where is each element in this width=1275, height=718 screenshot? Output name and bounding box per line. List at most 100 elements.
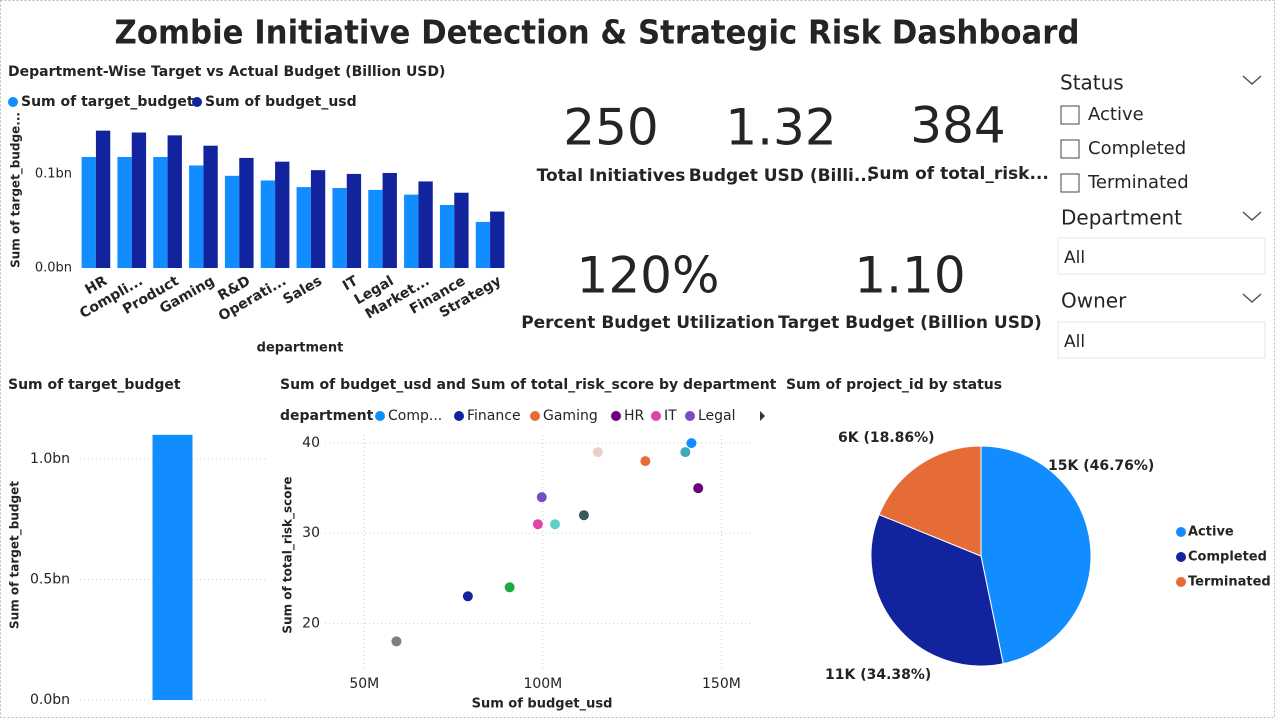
bar <box>167 135 182 268</box>
data-label: 11K (34.38%) <box>825 667 931 683</box>
x-tick-label: 100M <box>523 676 562 692</box>
x-tick-label: 150M <box>702 676 741 692</box>
scatter-point <box>578 510 589 521</box>
bar <box>152 434 193 700</box>
y-axis-label: Sum of target_budge... <box>9 112 24 268</box>
dropdown[interactable] <box>1057 321 1266 359</box>
kpi-label: Target Budget (Billion USD) <box>778 313 1042 333</box>
pie-slice <box>878 445 982 557</box>
slicer-title: Status <box>1060 71 1124 95</box>
y-tick-label: 0.1bn <box>35 166 72 181</box>
data-label: 15K (46.76%) <box>1048 458 1154 474</box>
chart-title: Sum of budget_usd and Sum of total_risk_… <box>280 377 777 393</box>
chart-title: Sum of target_budget <box>8 377 181 393</box>
y-tick-label: 40 <box>302 435 320 451</box>
legend-marker <box>1176 552 1186 562</box>
checkbox[interactable] <box>1060 105 1080 125</box>
bar <box>346 173 362 268</box>
legend-marker <box>375 411 385 421</box>
scatter-point <box>640 456 651 467</box>
scatter-point <box>504 582 515 593</box>
scatter-point <box>693 483 704 494</box>
checkbox-label[interactable]: Active <box>1088 104 1144 125</box>
legend-marker <box>530 411 540 421</box>
scatter-point <box>536 492 547 503</box>
bar <box>131 132 147 268</box>
kpi-label: Sum of total_risk... <box>867 164 1049 184</box>
kpi-label: Percent Budget Utilization <box>521 313 775 333</box>
scatter-point <box>391 636 402 647</box>
legend-marker <box>611 411 621 421</box>
legend-marker <box>1176 577 1186 587</box>
legend-marker <box>8 97 18 107</box>
legend-label: Completed <box>1188 550 1267 565</box>
legend-label: HR <box>624 408 645 424</box>
pie-slice <box>980 445 1092 665</box>
y-tick-label: 0.0bn <box>30 692 70 708</box>
y-axis-label: Sum of total_risk_score <box>281 476 296 633</box>
legend-marker <box>651 411 661 421</box>
bar <box>310 170 326 268</box>
bar <box>260 180 276 268</box>
scatter-point <box>462 591 473 602</box>
legend-label: Sum of budget_usd <box>205 94 357 110</box>
bar <box>296 187 311 268</box>
scatter-point <box>592 447 603 458</box>
bar <box>95 130 111 268</box>
legend-label: IT <box>664 408 677 424</box>
legend-label: Comp... <box>388 408 442 424</box>
legend-label: Legal <box>698 408 736 424</box>
bar <box>117 156 132 268</box>
checkbox-label[interactable]: Completed <box>1088 138 1186 159</box>
bar <box>239 157 254 268</box>
legend-label: Sum of target_budget <box>21 94 194 110</box>
legend-label: Terminated <box>1188 575 1271 590</box>
kpi-label: Total Initiatives <box>537 166 686 186</box>
y-tick-label: 0.0bn <box>35 261 72 276</box>
kpi-label: Budget USD (Billi... <box>689 166 873 186</box>
dashboard-title: Zombie Initiative Detection & Strategic … <box>115 13 1080 52</box>
legend-marker <box>454 411 464 421</box>
legend-marker <box>685 411 695 421</box>
kpi-value: 1.10 <box>854 247 965 305</box>
legend-label: Active <box>1188 525 1234 540</box>
bar <box>439 204 455 268</box>
legend-label: Gaming <box>543 408 598 424</box>
legend-scroll-arrow[interactable] <box>760 411 765 421</box>
checkbox-label[interactable]: Terminated <box>1087 172 1189 193</box>
y-tick-label: 20 <box>302 615 320 631</box>
bar <box>224 175 240 268</box>
chart-title: Department-Wise Target vs Actual Budget … <box>8 64 445 80</box>
data-label: 6K (18.86%) <box>838 430 935 446</box>
checkbox[interactable] <box>1060 139 1080 159</box>
y-tick-label: 30 <box>302 525 320 541</box>
kpi-value: 384 <box>910 97 1005 155</box>
slicer-title: Department <box>1061 206 1182 230</box>
kpi-value: 120% <box>577 247 720 305</box>
bar <box>81 156 96 268</box>
bar <box>404 194 419 268</box>
legend-label: Finance <box>467 408 521 424</box>
x-tick-label: 50M <box>349 676 379 692</box>
kpi-value: 1.32 <box>725 99 836 157</box>
dropdown-value[interactable]: All <box>1064 332 1085 352</box>
bar <box>153 156 168 268</box>
bar <box>490 211 505 268</box>
bar <box>454 192 469 268</box>
y-tick-label: 0.5bn <box>30 571 70 587</box>
legend-title: department <box>280 408 374 424</box>
x-axis-label: Sum of budget_usd <box>472 697 613 712</box>
bar <box>275 161 290 268</box>
dropdown[interactable] <box>1057 237 1266 275</box>
bar <box>368 189 383 268</box>
bar <box>475 221 491 268</box>
bar <box>189 165 204 268</box>
legend-marker <box>192 97 202 107</box>
checkbox[interactable] <box>1060 173 1080 193</box>
bar <box>203 145 218 268</box>
scatter-point <box>550 519 560 530</box>
scatter-point <box>532 519 543 530</box>
y-tick-label: 1.0bn <box>30 451 70 467</box>
dropdown-value[interactable]: All <box>1064 248 1085 268</box>
